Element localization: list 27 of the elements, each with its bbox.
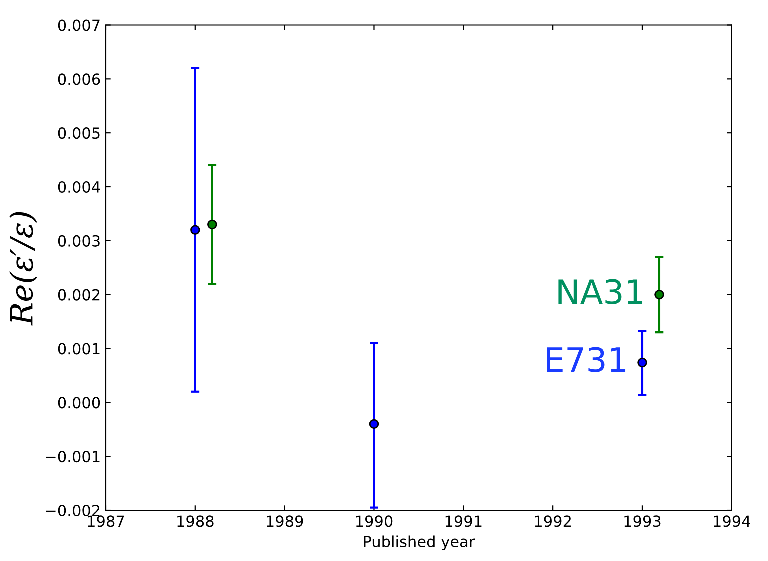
x-tick-label: 1990	[356, 516, 393, 528]
x-axis-title: Published year	[364, 536, 476, 550]
x-tick-label: 1993	[624, 516, 661, 528]
y-tick-label: 0.003	[58, 235, 100, 247]
x-tick-label: 1988	[178, 516, 214, 528]
y-tick-label: 0.006	[58, 74, 100, 86]
series-label: E731	[547, 347, 626, 372]
point	[654, 290, 664, 300]
y-tick-label: 0.005	[58, 128, 100, 140]
x-tick-label: 1989	[267, 516, 304, 528]
y-tick-label: 0.007	[58, 20, 100, 32]
y-tick-label: −0.002	[46, 504, 100, 517]
series-label: NA31	[558, 279, 643, 305]
y-axis-title: Re(ε′/ε)	[9, 212, 38, 326]
point	[190, 225, 200, 235]
y-tick-label: 0.000	[58, 397, 100, 409]
x-tick-label: 1991	[446, 516, 482, 528]
y-tick-label: 0.004	[58, 181, 100, 194]
y-tick-label: 0.001	[58, 343, 100, 355]
point	[208, 220, 218, 230]
x-tick-label: 1992	[535, 516, 571, 528]
x-tick-label: 1994	[714, 516, 750, 528]
point	[369, 419, 380, 430]
y-tick-label: 0.002	[58, 289, 100, 301]
y-tick-label: −0.001	[46, 451, 100, 463]
point	[638, 358, 648, 368]
x-tick-label: 1987	[88, 516, 124, 528]
